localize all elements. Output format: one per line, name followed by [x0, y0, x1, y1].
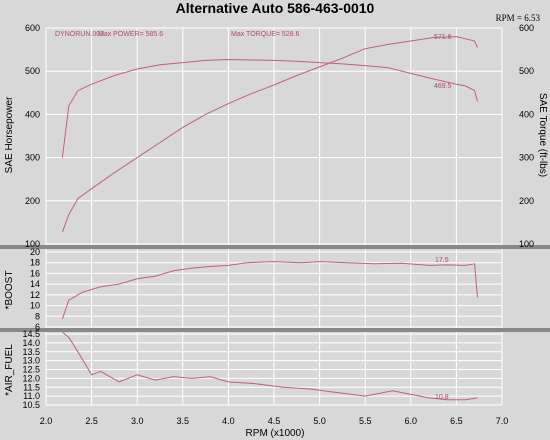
- y-tick-label: 18: [30, 258, 40, 268]
- y-tick-label: 11.5: [23, 382, 40, 392]
- x-tick-label: 5.5: [359, 416, 372, 426]
- torque-axis-label: SAE Torque (ft-lbs): [537, 93, 548, 177]
- y-tick-label: 400: [25, 109, 40, 119]
- annotation-max-power: Max POWER= 585.6: [98, 31, 163, 38]
- x-tick-label: 2.0: [40, 416, 53, 426]
- x-tick-label: 3.5: [177, 416, 190, 426]
- y-tick-label: 11.0: [23, 391, 40, 401]
- y-tick-label: 14.5: [22, 329, 40, 339]
- y-tick-label: 16: [30, 268, 40, 278]
- series-line-boost: [61, 261, 478, 320]
- annotation-boost-end: 17.5: [435, 257, 449, 264]
- annotation-max-torque: Max TORQUE= 528.6: [231, 31, 300, 38]
- x-tick-label: 6.5: [450, 416, 463, 426]
- y-tick-label: 500: [25, 66, 40, 76]
- y-tick-label: 13.5: [22, 347, 40, 357]
- y-tick-label: 12.5: [22, 365, 40, 375]
- hp-axis-label: SAE Horsepower: [4, 96, 15, 173]
- y-tick-label-right: 500: [519, 66, 534, 76]
- y-tick-label: 300: [25, 153, 40, 163]
- annotation-hp-end: 571.6: [434, 34, 452, 41]
- series-line-power: [61, 36, 478, 233]
- rpm-readout: RPM = 6.53: [496, 13, 541, 23]
- y-tick-label: 600: [25, 23, 40, 33]
- y-tick-label-right: 100: [519, 239, 534, 249]
- panel-separator: [0, 328, 550, 332]
- airfuel-axis-label: *AIR_FUEL: [4, 344, 15, 396]
- annotation-airfuel-end: 10.8: [435, 394, 449, 401]
- y-tick-label: 10: [30, 301, 40, 311]
- y-tick-label: 200: [25, 196, 40, 206]
- y-tick-label-right: 600: [519, 23, 534, 33]
- y-tick-label-right: 200: [519, 196, 534, 206]
- annotation-tq-end: 469.5: [434, 83, 452, 90]
- chart-title: Alternative Auto 586-463-0010: [176, 0, 375, 16]
- x-tick-label: 5.0: [313, 416, 326, 426]
- y-tick-label: 12: [30, 290, 40, 300]
- y-tick-label-right: 400: [519, 109, 534, 119]
- y-tick-label: 10.5: [22, 400, 40, 410]
- y-tick-label: 20: [30, 247, 40, 257]
- annotation-run: DYNORUN.003: [55, 31, 104, 38]
- x-tick-label: 6.0: [405, 416, 418, 426]
- y-tick-label: 14.0: [22, 338, 40, 348]
- series-line-torque: [61, 58, 478, 158]
- y-tick-label: 100: [25, 239, 40, 249]
- y-tick-label: 8: [35, 311, 40, 321]
- series-line-air_fuel: [62, 331, 478, 401]
- x-tick-label: 2.5: [85, 416, 98, 426]
- x-tick-label: 4.0: [222, 416, 235, 426]
- y-tick-label: 13.0: [22, 356, 40, 366]
- y-tick-label-right: 300: [519, 153, 534, 163]
- y-tick-label: 12.0: [22, 373, 40, 383]
- x-axis-label: RPM (x1000): [246, 428, 305, 439]
- x-tick-label: 7.0: [496, 416, 509, 426]
- x-tick-label: 4.5: [268, 416, 281, 426]
- y-tick-label: 6: [35, 322, 40, 332]
- y-tick-label: 14: [30, 279, 40, 289]
- boost-axis-label: *BOOST: [4, 271, 15, 310]
- panel-separator: [0, 245, 550, 249]
- x-tick-label: 3.0: [131, 416, 144, 426]
